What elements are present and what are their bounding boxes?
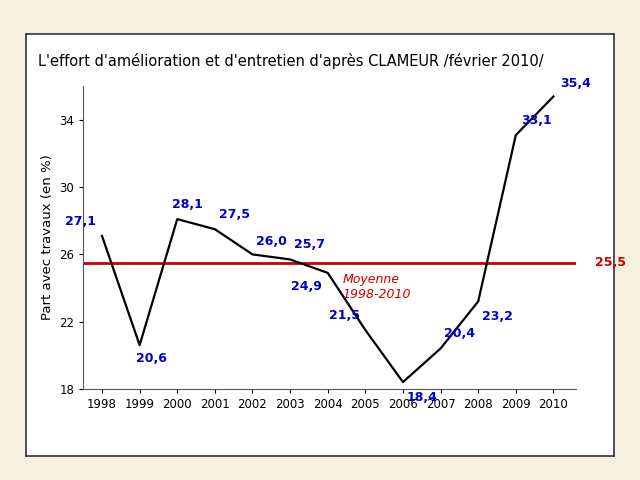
Text: 20,6: 20,6 (136, 352, 167, 365)
Text: 28,1: 28,1 (172, 198, 202, 211)
Text: 20,4: 20,4 (444, 327, 476, 340)
Text: 33,1: 33,1 (522, 114, 552, 127)
Text: 35,4: 35,4 (560, 77, 591, 90)
Text: 25,5: 25,5 (595, 256, 626, 269)
Text: 21,5: 21,5 (329, 309, 360, 322)
Text: 26,0: 26,0 (256, 235, 287, 248)
Text: 27,1: 27,1 (65, 215, 97, 228)
Text: 24,9: 24,9 (291, 280, 322, 293)
Text: L'effort d'amélioration et d'entretien d'après CLAMEUR /février 2010/: L'effort d'amélioration et d'entretien d… (38, 53, 544, 69)
Text: 18,4: 18,4 (406, 391, 438, 404)
Text: 27,5: 27,5 (219, 208, 250, 221)
Text: Moyenne
1998-2010: Moyenne 1998-2010 (343, 273, 412, 301)
Y-axis label: Part avec travaux (en %): Part avec travaux (en %) (40, 155, 54, 321)
Text: 25,7: 25,7 (294, 238, 325, 251)
Text: 23,2: 23,2 (482, 310, 513, 324)
